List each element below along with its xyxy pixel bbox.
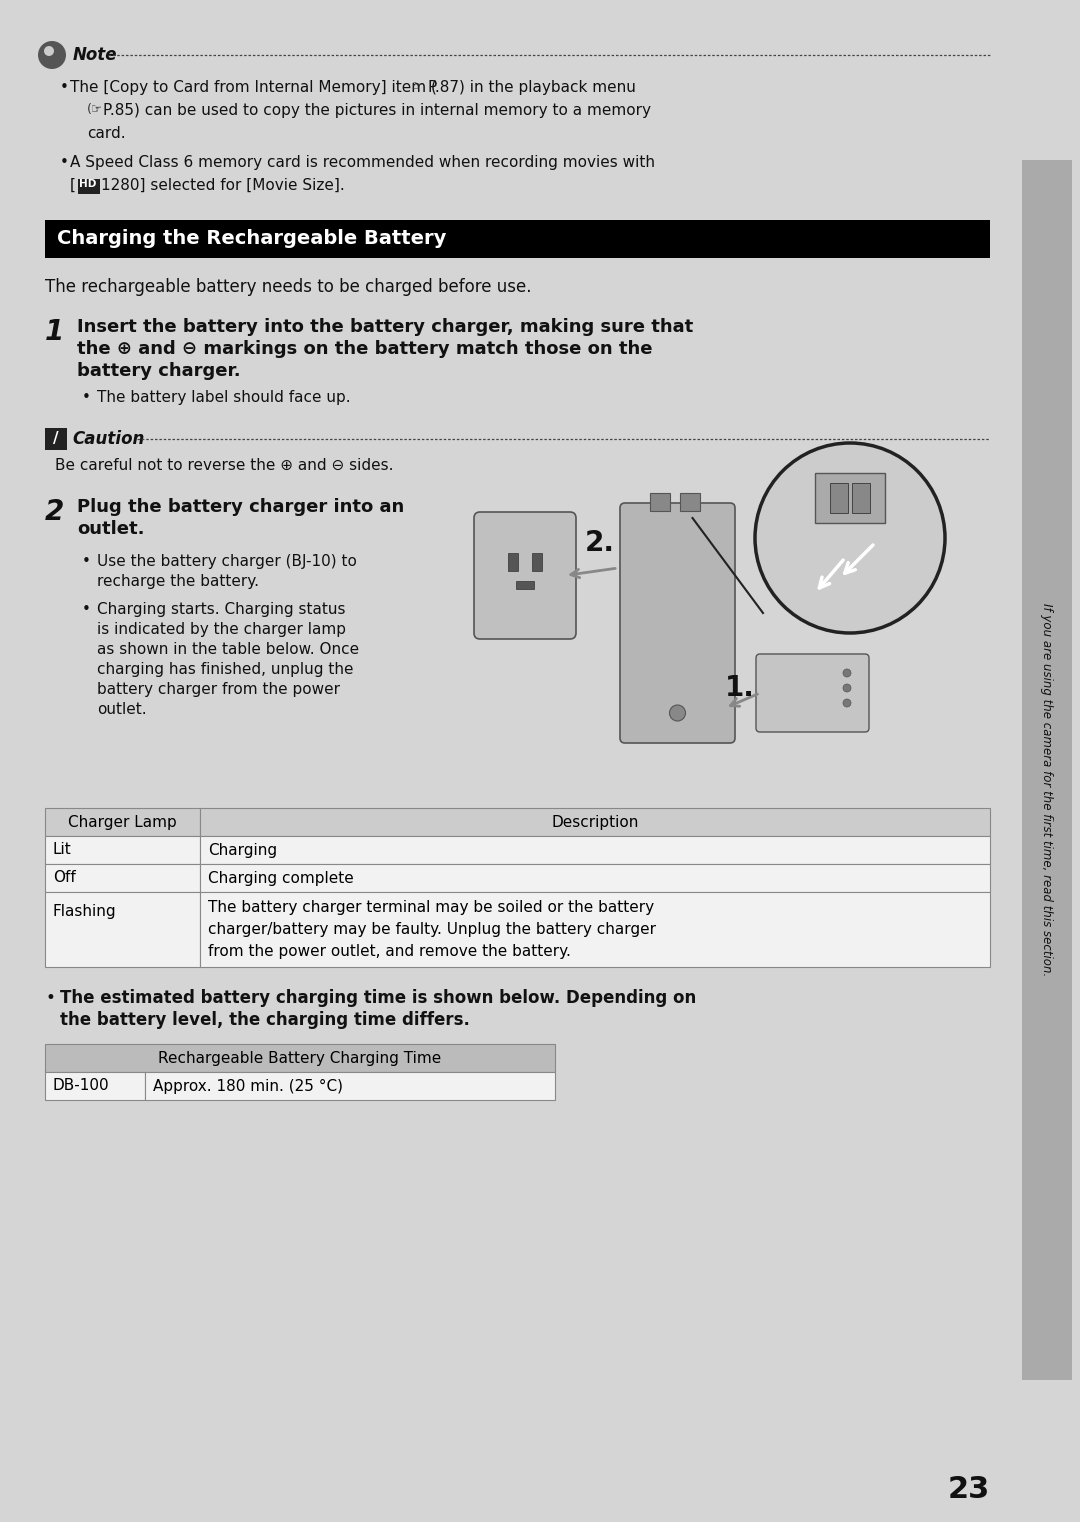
Text: charger/battery may be faulty. Unplug the battery charger: charger/battery may be faulty. Unplug th… [208,922,656,938]
FancyBboxPatch shape [474,511,576,639]
Bar [650,493,670,511]
Bar [45,864,200,892]
Bar [45,221,990,259]
Text: DB-100: DB-100 [53,1079,110,1093]
Text: battery charger from the power: battery charger from the power [97,682,340,697]
Bar [45,1071,145,1100]
Text: outlet.: outlet. [97,702,147,717]
Text: The rechargeable battery needs to be charged before use.: The rechargeable battery needs to be cha… [45,279,531,295]
Text: •: • [60,155,69,170]
Circle shape [44,46,54,56]
Bar [45,808,200,836]
Text: Be careful not to reverse the ⊕ and ⊖ sides.: Be careful not to reverse the ⊕ and ⊖ si… [55,458,393,473]
Text: P.87) in the playback menu: P.87) in the playback menu [428,81,636,94]
Text: 1.: 1. [725,674,755,702]
Circle shape [843,670,851,677]
Bar [532,552,542,571]
FancyBboxPatch shape [620,502,735,743]
Text: Charging the Rechargeable Battery: Charging the Rechargeable Battery [57,230,446,248]
Text: Note: Note [73,46,118,64]
Text: A Speed Class 6 memory card is recommended when recording movies with: A Speed Class 6 memory card is recommend… [70,155,654,170]
Text: 1: 1 [45,318,64,345]
Text: charging has finished, unplug the: charging has finished, unplug the [97,662,353,677]
Text: [: [ [70,178,76,193]
Text: Charging: Charging [208,843,278,857]
Bar [815,473,885,524]
Circle shape [670,705,686,721]
Text: 2: 2 [45,498,64,527]
Text: P.85) can be used to copy the pictures in internal memory to a memory: P.85) can be used to copy the pictures i… [103,103,651,119]
Text: from the power outlet, and remove the battery.: from the power outlet, and remove the ba… [208,944,571,959]
Text: The battery charger terminal may be soiled or the battery: The battery charger terminal may be soil… [208,900,654,915]
Text: Approx. 180 min. (25 °C): Approx. 180 min. (25 °C) [153,1079,343,1093]
Bar [831,482,848,513]
Text: card.: card. [87,126,125,142]
Circle shape [843,683,851,693]
Text: Plug the battery charger into an: Plug the battery charger into an [77,498,404,516]
Text: Charger Lamp: Charger Lamp [68,814,177,829]
Text: The [Copy to Card from Internal Memory] item (: The [Copy to Card from Internal Memory] … [70,81,437,94]
Bar [145,1071,555,1100]
Text: as shown in the table below. Once: as shown in the table below. Once [97,642,360,658]
Bar [45,892,200,966]
Text: 1280] selected for [Movie Size].: 1280] selected for [Movie Size]. [102,178,345,193]
Text: •: • [82,390,91,405]
Text: Charging starts. Charging status: Charging starts. Charging status [97,603,346,616]
Text: the ⊕ and ⊖ markings on the battery match those on the: the ⊕ and ⊖ markings on the battery matc… [77,339,652,358]
Text: If you are using the camera for the first time, read this section.: If you are using the camera for the firs… [1040,603,1053,977]
Text: •: • [82,603,91,616]
Text: (☞: (☞ [87,103,103,116]
Text: Insert the battery into the battery charger, making sure that: Insert the battery into the battery char… [77,318,693,336]
Bar [200,892,990,966]
Text: Charging complete: Charging complete [208,871,354,886]
Text: Rechargeable Battery Charging Time: Rechargeable Battery Charging Time [159,1050,442,1065]
Text: Flashing: Flashing [53,904,117,919]
Text: /: / [53,432,58,446]
Bar [78,180,100,193]
Text: The battery label should face up.: The battery label should face up. [97,390,351,405]
Text: HD: HD [79,180,96,189]
Bar [45,428,67,451]
Text: recharge the battery.: recharge the battery. [97,574,259,589]
Text: Use the battery charger (BJ-10) to: Use the battery charger (BJ-10) to [97,554,356,569]
Bar [852,482,870,513]
Bar [516,581,534,589]
Bar [1022,160,1072,1380]
Text: Description: Description [551,814,638,829]
Text: •: • [60,81,69,94]
Circle shape [38,41,66,68]
Text: Lit: Lit [53,843,71,857]
Circle shape [755,443,945,633]
Bar [45,836,200,864]
Text: the battery level, the charging time differs.: the battery level, the charging time dif… [60,1011,470,1029]
Text: ☞: ☞ [411,81,423,93]
Text: The estimated battery charging time is shown below. Depending on: The estimated battery charging time is s… [60,989,697,1008]
Text: •: • [82,554,91,569]
FancyBboxPatch shape [756,654,869,732]
Bar [200,808,990,836]
Bar [200,864,990,892]
Text: 2.: 2. [585,530,615,557]
Text: outlet.: outlet. [77,521,145,537]
Text: battery charger.: battery charger. [77,362,241,380]
Text: •: • [45,989,55,1008]
Bar [680,493,700,511]
Bar [508,552,518,571]
Text: is indicated by the charger lamp: is indicated by the charger lamp [97,622,346,638]
Circle shape [843,699,851,708]
Text: Caution: Caution [72,431,145,447]
Text: Off: Off [53,871,76,886]
Bar [45,1044,555,1071]
Text: 23: 23 [948,1475,990,1505]
Bar [200,836,990,864]
